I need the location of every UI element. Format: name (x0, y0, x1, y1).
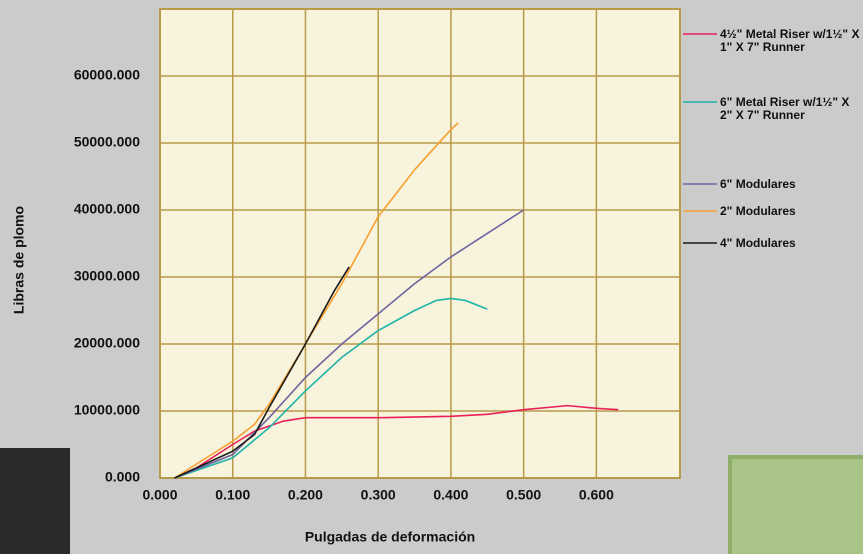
legend-label: 6" Modulares (720, 177, 796, 191)
legend-label: 4½" Metal Riser w/1½" X 1" X 7" Runner (720, 27, 860, 54)
x-tick-label: 0.200 (288, 487, 323, 503)
y-tick-label: 60000.000 (74, 67, 140, 83)
y-tick-label: 50000.000 (74, 134, 140, 150)
legend-label: 4" Modulares (720, 236, 796, 250)
y-axis-label: Libras de plomo (11, 206, 27, 314)
legend-label: 2" Modulares (720, 204, 796, 218)
photo-left (0, 448, 70, 554)
x-tick-label: 0.400 (433, 487, 468, 503)
plot-area (159, 8, 681, 479)
y-tick-label: 0.000 (105, 469, 140, 485)
x-tick-label: 0.500 (506, 487, 541, 503)
series-line (174, 266, 350, 479)
y-tick-label: 40000.000 (74, 201, 140, 217)
series-line (174, 209, 525, 479)
x-tick-label: 0.600 (579, 487, 614, 503)
x-tick-label: 0.100 (215, 487, 250, 503)
series-line (174, 404, 619, 479)
y-tick-label: 30000.000 (74, 268, 140, 284)
photo-right-inner (732, 459, 863, 554)
y-tick-label: 10000.000 (74, 402, 140, 418)
series-line (174, 297, 488, 479)
x-tick-label: 0.300 (361, 487, 396, 503)
series-line (174, 122, 459, 479)
x-axis-label: Pulgadas de deformación (305, 529, 475, 545)
x-tick-label: 0.000 (142, 487, 177, 503)
y-tick-label: 20000.000 (74, 335, 140, 351)
legend-label: 6" Metal Riser w/1½" X 2" X 7" Runner (720, 95, 850, 122)
